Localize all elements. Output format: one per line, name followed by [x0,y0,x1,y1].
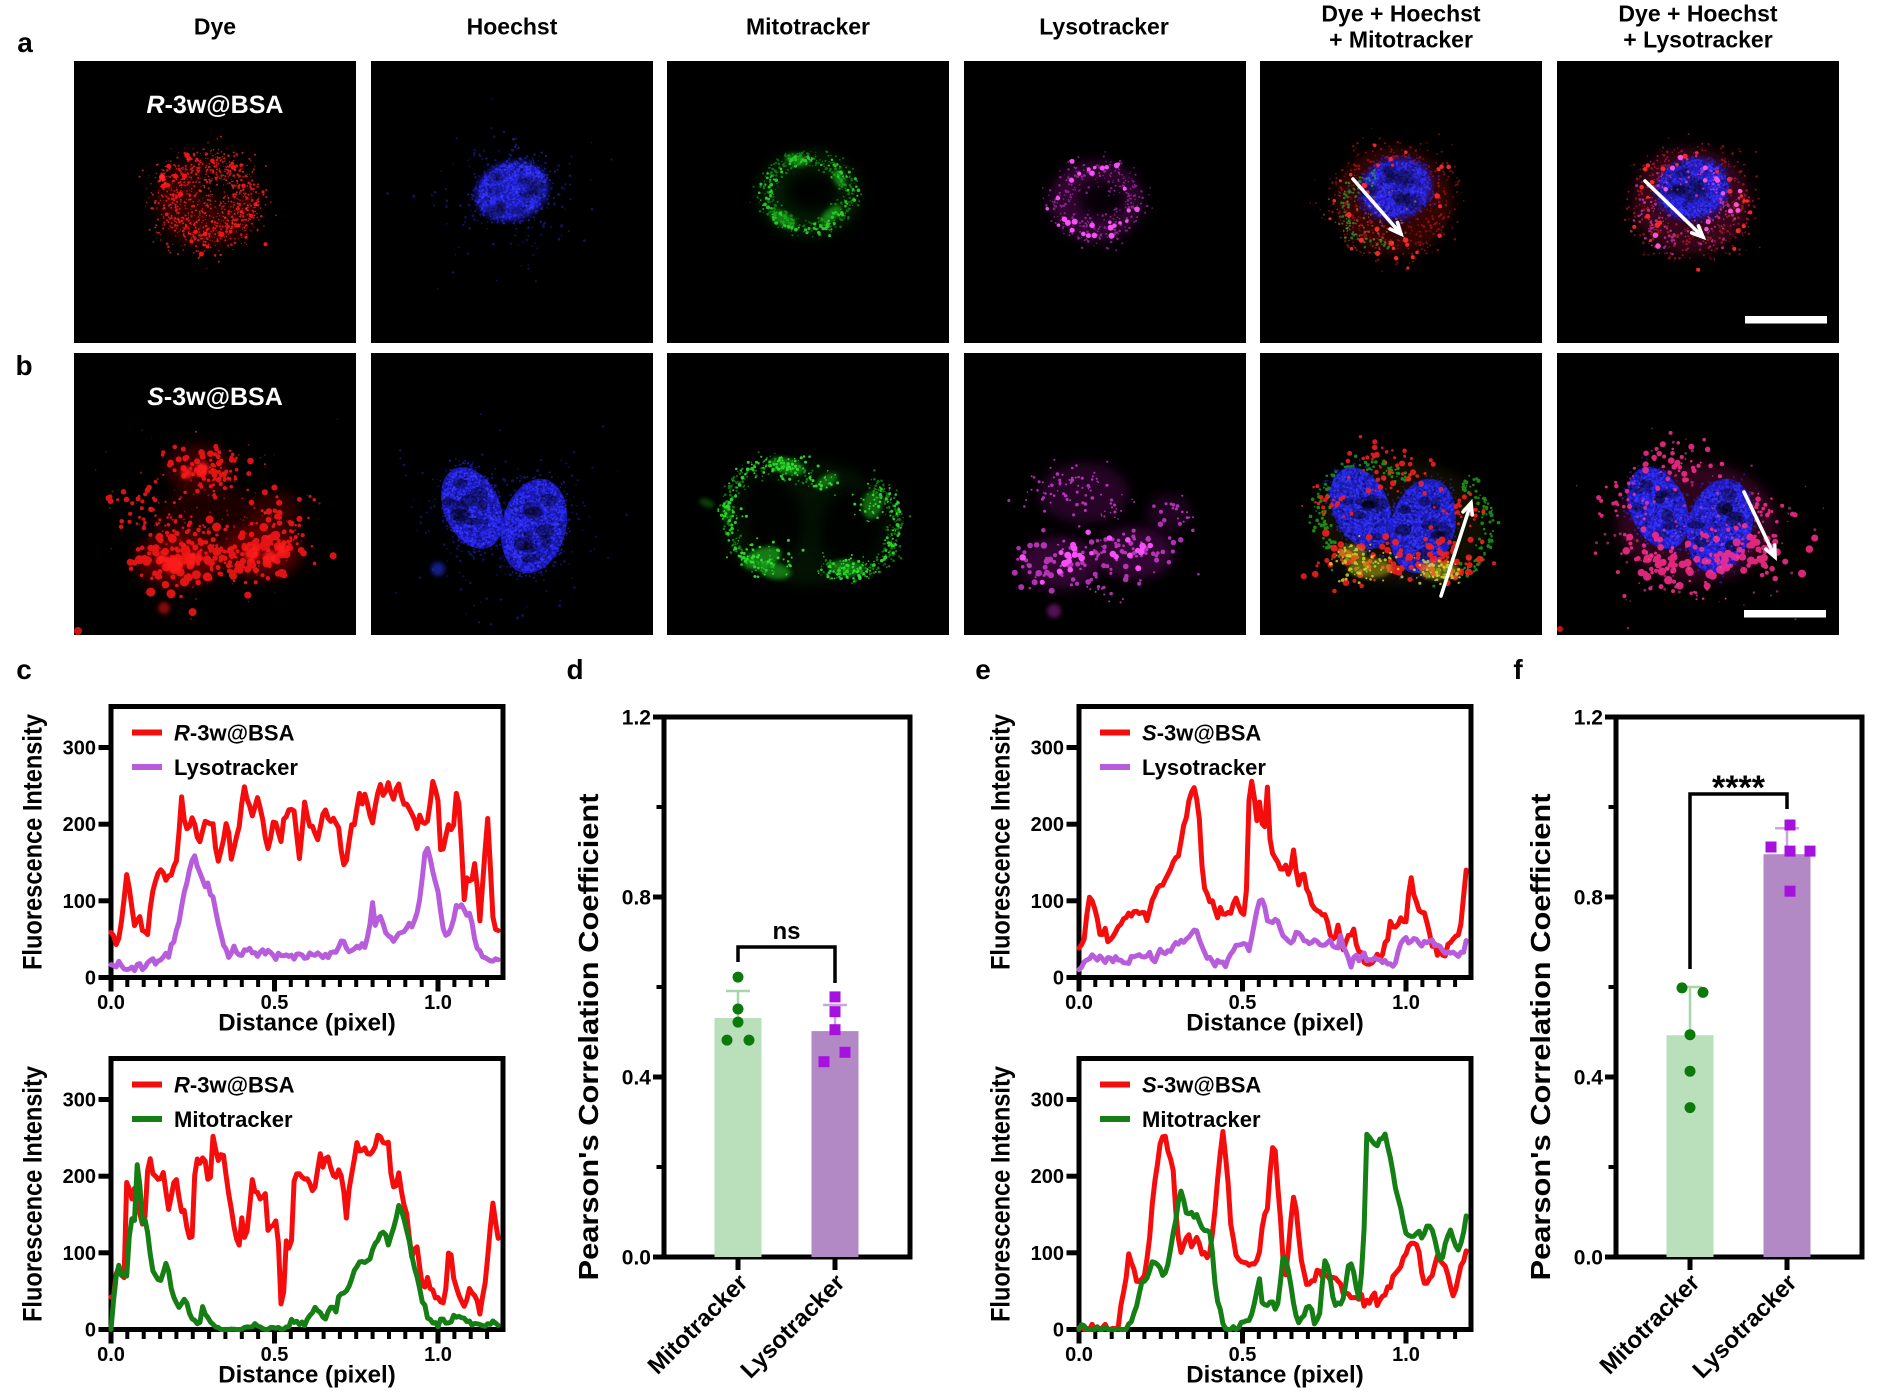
svg-text:200: 200 [63,814,96,836]
svg-text:Mitotracker: Mitotracker [746,14,870,40]
svg-text:R-3w@BSA: R-3w@BSA [174,721,295,746]
svg-text:Distance (pixel): Distance (pixel) [218,1010,395,1037]
svg-text:300: 300 [1031,1090,1064,1112]
svg-text:100: 100 [63,891,96,913]
svg-text:Pearson's Correlation Coeffici: Pearson's Correlation Coefficient [1525,794,1556,1281]
svg-text:Fluorescence Intensity: Fluorescence Intensity [986,714,1016,970]
svg-text:100: 100 [63,1243,96,1265]
svg-text:Fluorescence Intensity: Fluorescence Intensity [18,714,48,970]
svg-text:Pearson's Correlation Coeffici: Pearson's Correlation Coefficient [573,794,604,1281]
svg-text:Distance (pixel): Distance (pixel) [1186,1362,1363,1389]
svg-text:0.4: 0.4 [622,1067,652,1090]
svg-text:0: 0 [1053,1320,1064,1342]
svg-text:e: e [975,654,991,685]
svg-text:S-3w@BSA: S-3w@BSA [147,383,283,411]
svg-text:Lysotracker: Lysotracker [1039,14,1169,40]
svg-text:Distance (pixel): Distance (pixel) [1186,1010,1363,1037]
svg-text:Mitotracker: Mitotracker [1142,1107,1261,1132]
svg-text:a: a [17,27,33,58]
svg-text:0.0: 0.0 [1574,1247,1603,1270]
svg-text:Hoechst: Hoechst [467,14,558,40]
svg-text:S-3w@BSA: S-3w@BSA [1142,1073,1261,1098]
svg-text:0.8: 0.8 [1574,887,1604,910]
svg-text:Fluorescence Intensity: Fluorescence Intensity [18,1066,48,1322]
svg-text:300: 300 [63,738,96,760]
svg-text:c: c [16,654,32,685]
svg-text:200: 200 [1031,1166,1064,1188]
svg-text:Dye + Hoechst: Dye + Hoechst [1321,1,1480,27]
svg-text:0.0: 0.0 [622,1247,651,1270]
svg-text:200: 200 [1031,814,1064,836]
svg-text:200: 200 [63,1166,96,1188]
svg-text:300: 300 [1031,738,1064,760]
svg-text:****: **** [1712,769,1766,807]
svg-text:S-3w@BSA: S-3w@BSA [1142,721,1261,746]
svg-text:0.5: 0.5 [261,1344,289,1366]
svg-text:0: 0 [85,1320,96,1342]
svg-text:1.0: 1.0 [424,1344,452,1366]
svg-text:1.0: 1.0 [1392,992,1420,1014]
svg-text:+ Mitotracker: + Mitotracker [1329,27,1473,53]
svg-text:0: 0 [1053,968,1064,990]
svg-text:300: 300 [63,1090,96,1112]
svg-text:Lysotracker: Lysotracker [1142,755,1266,780]
svg-text:1.2: 1.2 [622,707,651,730]
svg-text:1.0: 1.0 [424,992,452,1014]
svg-text:R-3w@BSA: R-3w@BSA [174,1073,295,1098]
svg-text:0.8: 0.8 [622,887,652,910]
svg-text:0.0: 0.0 [1065,1344,1093,1366]
svg-text:0.5: 0.5 [1229,992,1257,1014]
svg-text:ns: ns [772,918,800,945]
svg-text:0.0: 0.0 [97,992,125,1014]
svg-text:d: d [566,654,583,685]
svg-text:0.5: 0.5 [261,992,289,1014]
svg-text:1.2: 1.2 [1574,707,1603,730]
svg-text:b: b [15,350,32,381]
svg-text:Fluorescence Intensity: Fluorescence Intensity [986,1066,1016,1322]
svg-text:Dye: Dye [194,14,236,40]
svg-text:+ Lysotracker: + Lysotracker [1623,27,1772,53]
svg-text:0: 0 [85,968,96,990]
svg-text:100: 100 [1031,1243,1064,1265]
svg-text:100: 100 [1031,891,1064,913]
svg-text:Distance (pixel): Distance (pixel) [218,1362,395,1389]
svg-text:Mitotracker: Mitotracker [174,1107,293,1132]
svg-text:1.0: 1.0 [1392,1344,1420,1366]
svg-text:0.4: 0.4 [1574,1067,1604,1090]
svg-text:Lysotracker: Lysotracker [174,755,298,780]
svg-text:f: f [1513,654,1523,685]
svg-text:0.5: 0.5 [1229,1344,1257,1366]
svg-text:Lysotracker: Lysotracker [1688,1269,1803,1384]
svg-text:0.0: 0.0 [1065,992,1093,1014]
svg-text:Lysotracker: Lysotracker [736,1269,851,1384]
svg-text:0.0: 0.0 [97,1344,125,1366]
svg-text:R-3w@BSA: R-3w@BSA [147,91,284,119]
svg-text:Dye + Hoechst: Dye + Hoechst [1618,1,1777,27]
